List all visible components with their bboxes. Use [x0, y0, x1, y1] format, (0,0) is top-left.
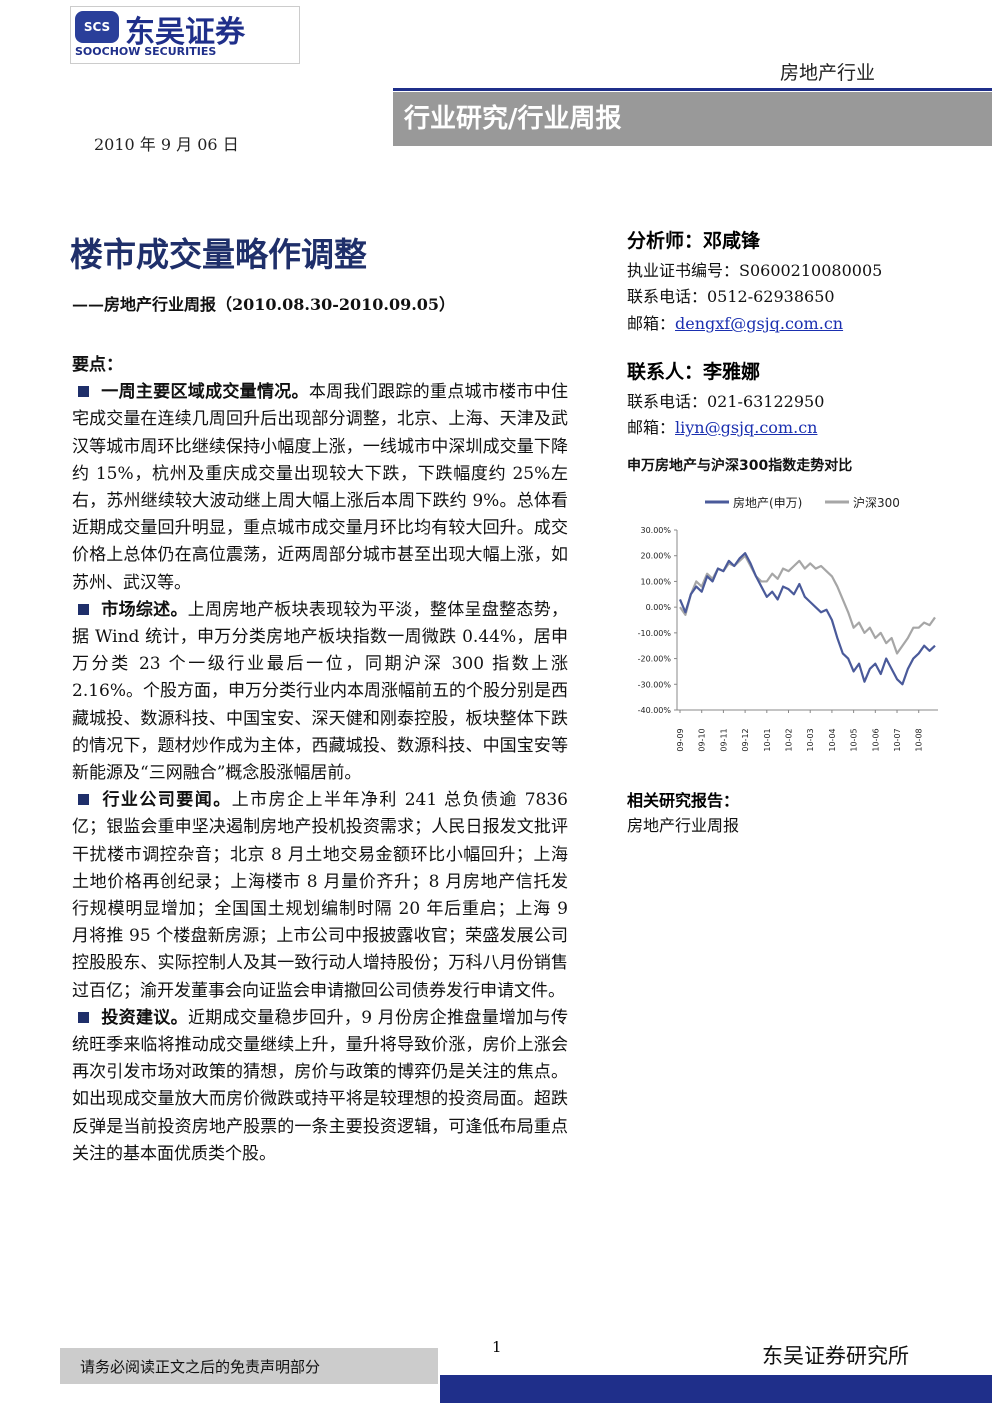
category: 行业研究/行业周报: [404, 104, 622, 134]
point: 行业公司要闻。上市房企上半年净利 241 总负债逾 7836 亿；银监会重申坚决…: [72, 787, 568, 1005]
y-tick-label: 20.00%: [640, 552, 671, 561]
x-tick-label: 10-04: [828, 728, 837, 751]
bullet: [78, 386, 89, 398]
point-heading: 市场综述。: [101, 599, 188, 620]
contact-email: 邮箱：liyn@gsjq.com.cn: [627, 414, 817, 438]
analyst-name: 分析师：邓咸锋: [627, 230, 761, 252]
x-tick-label: 10-03: [806, 728, 815, 751]
y-tick-label: -40.00%: [638, 706, 672, 715]
x-tick-label: 10-05: [850, 728, 859, 751]
logo-english: SOOCHOW SECURITIES: [75, 45, 217, 58]
summary-label: 要点：: [72, 355, 123, 375]
point-text: 上市房企上半年净利 241 总负债逾 7836 亿；银监会重申坚决遏制房地产投机…: [72, 790, 568, 1001]
series-line: [678, 552, 936, 686]
disclaimer-box: [60, 1348, 438, 1384]
x-tick-label: 09-11: [719, 728, 728, 751]
y-tick-label: 30.00%: [640, 526, 671, 535]
y-tick-label: 10.00%: [640, 577, 671, 586]
point: 投资建议。近期成交量稳步回升，9 月份房企推盘量增加与传统旺季来临将推动成交量继…: [72, 1005, 568, 1168]
x-tick-label: 09-12: [741, 728, 750, 751]
point-heading: 行业公司要闻。: [101, 790, 232, 811]
chart: 申万房地产与沪深300指数走势对比 房地产(申万) 沪深300 -40.00% -30…: [627, 457, 938, 752]
y-tick-label: 0.00%: [646, 603, 672, 612]
y-tick-label: -20.00%: [638, 655, 672, 664]
point-heading: 投资建议。: [101, 1007, 188, 1028]
title: 楼市成交量略作调整: [70, 235, 367, 274]
x-tick-label: 09-09: [676, 728, 685, 751]
point-text: 本周我们跟踪的重点城市楼市中住宅成交量在连续几周回升后出现部分调整，北京、上海、…: [72, 382, 569, 593]
date: 2010 年 9 月 06 日: [94, 135, 239, 154]
analyst-email: 邮箱：dengxf@gsjq.com.cn: [627, 310, 843, 334]
x-tick-label: 10-02: [785, 728, 794, 751]
institute: 东吴证券研究所: [762, 1344, 909, 1368]
related-label: 相关研究报告：: [627, 791, 740, 810]
logo-mark: SCS: [75, 11, 119, 43]
email-label: 邮箱：: [627, 314, 676, 333]
bullet: [78, 603, 89, 615]
x-tick-label: 10-08: [915, 728, 924, 751]
related-item[interactable]: 房地产行业周报: [627, 816, 740, 835]
legend-label: 沪深300: [853, 496, 900, 510]
x-tick-label: 10-06: [871, 728, 880, 751]
chart-title: 申万房地产与沪深300指数走势对比: [627, 457, 852, 474]
point-heading: 一周主要区域成交量情况。: [101, 382, 309, 403]
page-number: 1: [492, 1338, 502, 1356]
logo: SCS 东吴证券 SOOCHOW SECURITIES: [70, 6, 300, 64]
y-tick-label: -30.00%: [638, 680, 672, 689]
footer-bar: [440, 1375, 992, 1403]
category-band: [393, 92, 992, 146]
contact-name: 联系人：李雅娜: [627, 361, 761, 383]
logo-name: 东吴证券: [125, 15, 245, 50]
y-tick-label: -10.00%: [638, 629, 672, 638]
disclaimer: 请务必阅读正文之后的免责声明部分: [80, 1358, 321, 1376]
email-link[interactable]: dengxf@gsjq.com.cn: [675, 314, 844, 333]
header-rule: [393, 88, 992, 91]
subtitle: ——房地产行业周报（2010.08.30-2010.09.05）: [72, 295, 456, 314]
analyst-license: 执业证书编号：S0600210080005: [627, 261, 883, 280]
body: 要点： 一周主要区域成交量情况。本周我们跟踪的重点城市楼市中住宅成交量在连续几周…: [72, 352, 568, 1168]
bullet: [78, 794, 89, 806]
contact-phone: 联系电话：021-63122950: [627, 392, 825, 411]
email-link[interactable]: liyn@gsjq.com.cn: [675, 418, 818, 437]
point-text: 近期成交量稳步回升，9 月份房企推盘量增加与传统旺季来临将推动成交量继续上升，量…: [72, 1007, 569, 1164]
legend-label: 房地产(申万): [733, 495, 802, 510]
bullet: [78, 1011, 89, 1023]
x-tick-label: 09-10: [698, 728, 707, 751]
x-tick-label: 10-01: [763, 728, 772, 751]
point: 市场综述。上周房地产板块表现较为平淡，整体呈盘整态势，据 Wind 统计，申万分…: [72, 597, 568, 787]
email-label: 邮箱：: [627, 418, 676, 437]
point: 一周主要区域成交量情况。本周我们跟踪的重点城市楼市中住宅成交量在连续几周回升后出…: [72, 379, 568, 597]
point-text: 上周房地产板块表现较为平淡，整体呈盘整态势，据 Wind 统计，申万分类房地产板…: [72, 599, 569, 784]
sector: 房地产行业: [780, 62, 876, 84]
analyst-phone: 联系电话：0512-62938650: [627, 287, 835, 306]
x-tick-label: 10-07: [893, 728, 902, 751]
